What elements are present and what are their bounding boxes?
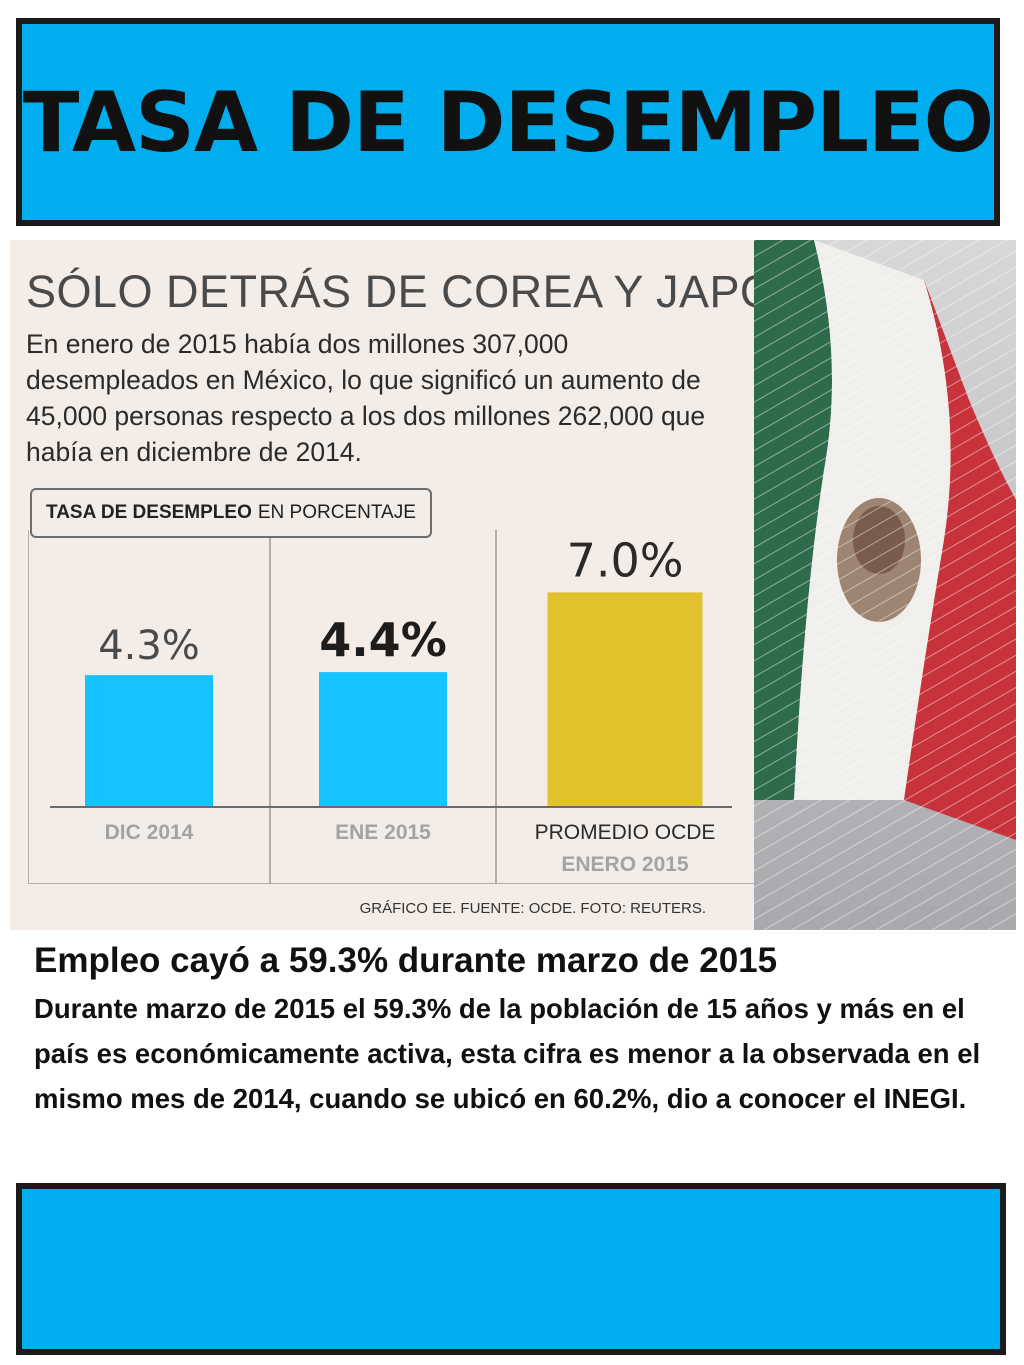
chart-label: TASA DE DESEMPLEO EN PORCENTAJE [30, 488, 432, 538]
flag-illustration [754, 240, 1016, 930]
chart-category-label: ENE 2015 [335, 821, 431, 844]
chart-svg: 4.3% DIC 2014 4.4% ENE 2015 7.0% PROMEDIO OCD… [27, 530, 754, 885]
article-title: Empleo cayó a 59.3% durante marzo de 201… [34, 941, 778, 980]
chart-bar [85, 675, 213, 807]
article-body: Durante marzo de 2015 el 59.3% de la pob… [34, 993, 981, 1114]
bottom-banner [16, 1183, 1006, 1355]
infographic-headline: SÓLO DETRÁS DE COREA Y JAPÓN [26, 266, 809, 317]
chart-label-rest: EN PORCENTAJE [257, 502, 416, 523]
chart-bar [547, 592, 703, 807]
article: Empleo cayó a 59.3% durante marzo de 201… [34, 940, 1004, 1121]
chart-category-label: DIC 2014 [105, 821, 194, 844]
chart-category-label: ENERO 2015 [561, 853, 689, 876]
infographic-panel: SÓLO DETRÁS DE COREA Y JAPÓN En enero de… [10, 240, 808, 930]
chart-credit: GRÁFICO EE. FUENTE: OCDE. FOTO: REUTERS. [359, 900, 706, 917]
chart-value-label: 4.4% [319, 613, 447, 667]
unemployment-chart: 4.3% DIC 2014 4.4% ENE 2015 7.0% PROMEDIO OCD… [27, 482, 754, 885]
chart-bar [319, 672, 447, 807]
infographic-intro: En enero de 2015 había dos millones 307,… [26, 329, 706, 467]
banner-title: TASA DE DESEMPLEO [22, 73, 994, 171]
title-banner: TASA DE DESEMPLEO [16, 18, 1000, 226]
mexico-flag-photo [754, 240, 1016, 930]
chart-value-label: 7.0% [567, 533, 684, 587]
chart-category-label: PROMEDIO OCDE [535, 821, 716, 844]
chart-label-bold: TASA DE DESEMPLEO [46, 502, 252, 523]
chart-value-label: 4.3% [98, 623, 200, 669]
